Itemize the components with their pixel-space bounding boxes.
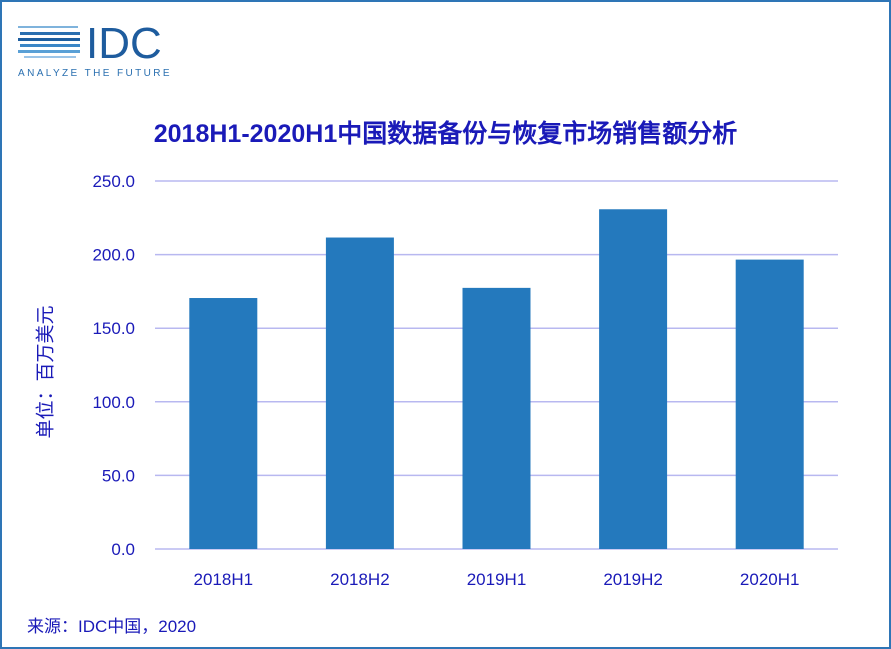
bar <box>462 287 531 549</box>
y-tick-label: 0.0 <box>111 540 135 559</box>
x-tick-label: 2018H1 <box>194 570 254 589</box>
bar <box>325 237 394 550</box>
x-tick-label: 2018H2 <box>330 570 390 589</box>
bar <box>189 298 258 549</box>
bar <box>735 259 804 549</box>
svg-text:IDC: IDC <box>86 19 162 68</box>
source-note: 来源：IDC中国，2020 <box>27 617 197 636</box>
svg-text:ANALYZE THE FUTURE: ANALYZE THE FUTURE <box>18 68 172 79</box>
chart-title: 2018H1-2020H1中国数据备份与恢复市场销售额分析 <box>153 120 738 148</box>
bar <box>599 209 668 550</box>
x-tick-label: 2020H1 <box>740 570 800 589</box>
globe-icon <box>18 26 80 58</box>
x-tick-label: 2019H1 <box>467 570 527 589</box>
y-tick-label: 100.0 <box>92 393 135 412</box>
y-tick-label: 250.0 <box>92 172 135 191</box>
y-tick-label: 200.0 <box>92 246 135 265</box>
y-tick-label: 50.0 <box>102 466 135 485</box>
x-tick-label: 2019H2 <box>603 570 663 589</box>
idc-logo: IDC ANALYZE THE FUTURE <box>18 19 172 79</box>
y-tick-label: 150.0 <box>92 319 135 338</box>
